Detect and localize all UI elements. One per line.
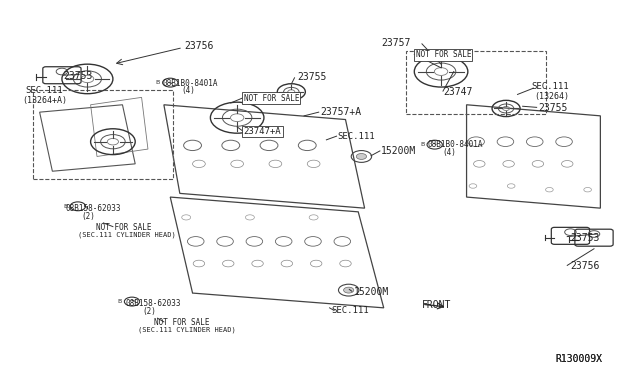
Text: B: B [420,142,424,147]
Text: R130009X: R130009X [556,354,603,364]
Text: 23753: 23753 [570,233,600,243]
Text: 23755: 23755 [298,72,327,82]
Text: 23747+A: 23747+A [244,127,281,136]
Text: (2): (2) [82,212,95,221]
Text: R130009X: R130009X [556,354,603,364]
Text: 23757+A: 23757+A [320,107,361,117]
Text: 15200M: 15200M [354,287,389,297]
Text: SEC.111: SEC.111 [332,306,369,315]
Text: 23753: 23753 [63,71,93,81]
Text: (2): (2) [143,307,157,316]
Text: 23756: 23756 [184,41,214,51]
Text: NOT FOR SALE: NOT FOR SALE [415,51,471,60]
Text: NOT FOR SALE: NOT FOR SALE [244,94,299,103]
Text: (SEC.111 CYLINDER HEAD): (SEC.111 CYLINDER HEAD) [78,231,175,238]
Text: SEC.111: SEC.111 [26,86,63,94]
Text: 23755: 23755 [538,103,567,113]
Bar [406,51,546,114]
Text: SEC.111: SEC.111 [532,82,569,91]
Text: (SEC.111 CYLINDER HEAD): (SEC.111 CYLINDER HEAD) [138,327,236,333]
Text: 08B158-62033: 08B158-62033 [125,299,180,308]
Text: NOT FOR SALE: NOT FOR SALE [154,318,210,327]
Text: 15200M: 15200M [381,146,417,156]
Circle shape [344,287,354,293]
Text: (4): (4) [442,148,456,157]
Text: 23757: 23757 [382,38,411,48]
Text: SEC.111: SEC.111 [338,132,376,141]
Text: B: B [118,299,122,304]
Text: NOT FOR SALE: NOT FOR SALE [96,223,151,232]
Bar [33,90,173,179]
Text: (13264): (13264) [534,92,569,101]
Text: (13264+A): (13264+A) [22,96,67,105]
Text: 08B1B0-8401A: 08B1B0-8401A [427,140,483,149]
Text: B: B [156,80,160,85]
Text: FRONT: FRONT [422,300,451,310]
Text: 08B158-62033: 08B158-62033 [65,203,120,213]
Text: 23747: 23747 [443,87,472,97]
Text: (4): (4) [181,86,195,95]
Text: 08B1B0-8401A: 08B1B0-8401A [163,79,218,88]
Circle shape [356,154,367,160]
Text: B: B [63,204,68,209]
Text: 23756: 23756 [570,262,600,272]
